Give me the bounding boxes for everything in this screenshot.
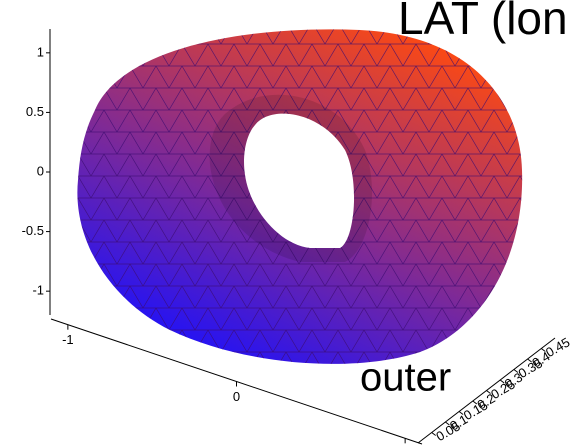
x-tick-label: 0: [233, 389, 240, 404]
y-tick-label: -1: [32, 283, 44, 298]
plot: LAT (lon outer: [77, 0, 567, 400]
y-tick-label: -0.5: [22, 223, 44, 238]
y-tick-label: 0: [37, 163, 44, 178]
annotation: outer: [360, 356, 451, 400]
x-tick-label: -1: [62, 332, 74, 347]
y-tick-label: 1: [37, 44, 44, 59]
chart: LAT (lon outer 10.50-0.5-1-1010.050.10.1…: [0, 0, 572, 447]
y-tick-label: 0.5: [26, 104, 44, 119]
torus-mesh: [77, 29, 522, 363]
z-tick-label: 0.45: [543, 334, 572, 360]
chart-title: LAT (lon: [398, 0, 568, 44]
